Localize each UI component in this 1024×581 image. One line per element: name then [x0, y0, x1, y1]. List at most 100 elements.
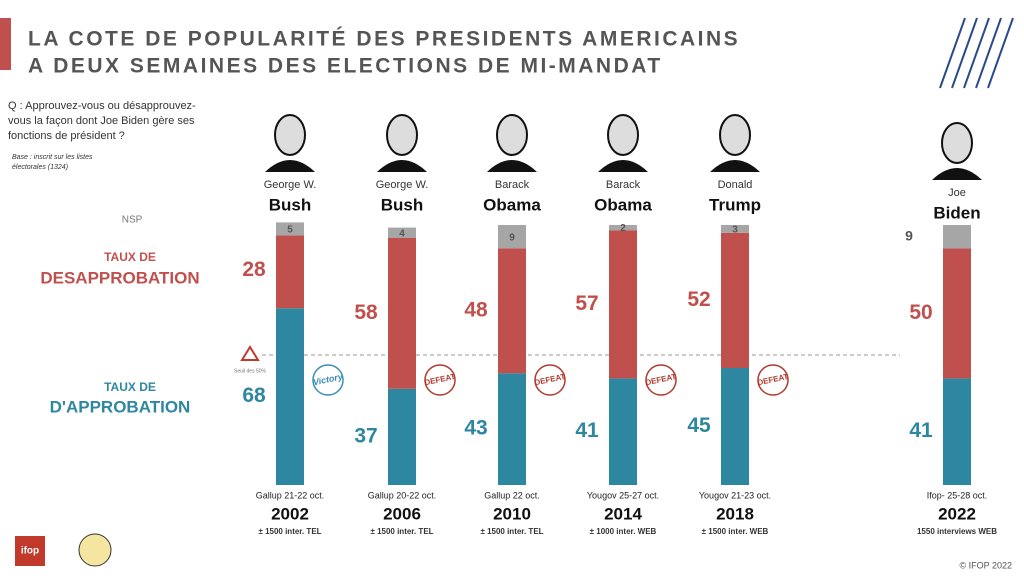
- last-name: Trump: [709, 195, 761, 214]
- question: vous la façon dont Joe Biden gère ses: [8, 115, 195, 127]
- value-label: 2: [620, 223, 626, 234]
- outcome-label: DEFEAT: [757, 372, 790, 387]
- source: Yougov 21-23 oct.: [699, 490, 771, 500]
- first-name: Donald: [718, 179, 753, 191]
- first-name: Barack: [606, 179, 641, 191]
- base: Base : inscrit sur les listes: [12, 154, 93, 161]
- bar-segment: [276, 222, 304, 236]
- source: Gallup 20-22 oct.: [368, 490, 437, 500]
- bar-segment: [943, 225, 971, 249]
- bar-segment: [388, 238, 416, 389]
- threshold-label: Seuil des 50%: [234, 368, 267, 374]
- value-label: 52: [687, 288, 710, 311]
- portrait-head: [274, 114, 306, 156]
- sample: 1550 interviews WEB: [917, 527, 997, 536]
- source: Yougov 25-27 oct.: [587, 490, 659, 500]
- value-label: 58: [354, 301, 378, 324]
- base: électorales (1324): [12, 164, 68, 171]
- question: fonctions de président ?: [8, 130, 125, 142]
- first-name: George W.: [264, 179, 317, 191]
- bar-segment: [943, 248, 971, 379]
- outcome-label: DEFEAT: [645, 372, 678, 387]
- bar-segment: [721, 225, 749, 233]
- legend-nsp: NSP: [122, 215, 143, 226]
- value-label: 9: [509, 232, 515, 243]
- source: Gallup 21-22 oct.: [256, 490, 325, 500]
- value-label: 41: [575, 419, 599, 442]
- outcome-stamp: [424, 364, 456, 396]
- value-label: 57: [575, 292, 598, 315]
- outcome-label: DEFEAT: [534, 372, 567, 387]
- logo-box: [15, 536, 45, 566]
- value-label: 45: [687, 414, 711, 437]
- title-line: LA COTE DE POPULARITÉ DES PRESIDENTS AME…: [28, 28, 740, 51]
- bar-segment: [388, 227, 416, 238]
- portrait-body: [710, 160, 760, 172]
- bar-segment: [609, 378, 637, 485]
- sample: ± 1000 inter. WEB: [590, 527, 657, 536]
- source: Gallup 22 oct.: [484, 490, 540, 500]
- first-name: George W.: [376, 179, 429, 191]
- bar-segment: [276, 308, 304, 485]
- value-label: 41: [909, 419, 933, 442]
- portrait-body: [598, 160, 648, 172]
- outcome-stamp: [645, 364, 677, 396]
- last-name: Bush: [381, 195, 424, 214]
- value-label: 3: [732, 225, 738, 236]
- value-label: 50: [909, 301, 932, 324]
- year: 2006: [383, 504, 421, 523]
- sample: ± 1500 inter. TEL: [370, 527, 433, 536]
- portrait-head: [719, 114, 751, 156]
- bar-segment: [721, 368, 749, 485]
- value-label: 37: [354, 424, 377, 447]
- question: Q : Approuvez-vous ou désapprouvez-: [8, 100, 196, 112]
- bar-segment: [609, 225, 637, 231]
- sample: ± 1500 inter. TEL: [258, 527, 321, 536]
- year: 2014: [604, 504, 642, 523]
- portrait-head: [941, 122, 973, 164]
- portrait-head: [496, 114, 528, 156]
- logo: ifop: [21, 546, 39, 557]
- value-label: 28: [242, 258, 266, 281]
- year: 2002: [271, 504, 309, 523]
- bar-segment: [388, 388, 416, 485]
- legend-prefix: TAUX DE: [104, 380, 156, 394]
- bar-segment: [943, 378, 971, 485]
- portrait-body: [265, 160, 315, 172]
- value-label: 5: [287, 225, 293, 236]
- bar-segment: [721, 232, 749, 368]
- outcome-stamp: [312, 364, 344, 396]
- copyright: © IFOP 2022: [960, 560, 1013, 570]
- sample: ± 1500 inter. TEL: [480, 527, 543, 536]
- sample: ± 1500 inter. WEB: [702, 527, 769, 536]
- bar-segment: [609, 230, 637, 379]
- outcome-stamp: [757, 364, 789, 396]
- decor-lines: [939, 17, 1014, 89]
- source: Ifop- 25-28 oct.: [927, 490, 988, 500]
- bar-segment: [498, 225, 526, 249]
- legend-approval: D'APPROBATION: [50, 397, 191, 416]
- year: 2010: [493, 504, 531, 523]
- outcome-stamp: [534, 364, 566, 396]
- portrait-body: [377, 160, 427, 172]
- value-label: 48: [464, 298, 488, 321]
- portrait-head: [607, 114, 639, 156]
- portrait-body: [932, 168, 982, 180]
- bar-segment: [498, 373, 526, 485]
- legend-disapproval: DESAPPROBATION: [40, 268, 199, 287]
- value-label: 68: [242, 384, 266, 407]
- value-label: 4: [399, 228, 405, 239]
- first-name: Joe: [948, 187, 966, 199]
- partner-logo: [78, 533, 112, 567]
- outcome-label: Victory: [312, 371, 345, 387]
- title-line: A DEUX SEMAINES DES ELECTIONS DE MI-MAND…: [28, 55, 663, 78]
- legend-prefix: TAUX DE: [104, 250, 156, 264]
- portrait-head: [386, 114, 418, 156]
- year: 2022: [938, 504, 976, 523]
- last-name: Obama: [483, 195, 541, 214]
- bar-segment: [498, 248, 526, 374]
- bar-segment: [276, 235, 304, 309]
- portrait-body: [487, 160, 537, 172]
- warning-icon: [240, 345, 260, 361]
